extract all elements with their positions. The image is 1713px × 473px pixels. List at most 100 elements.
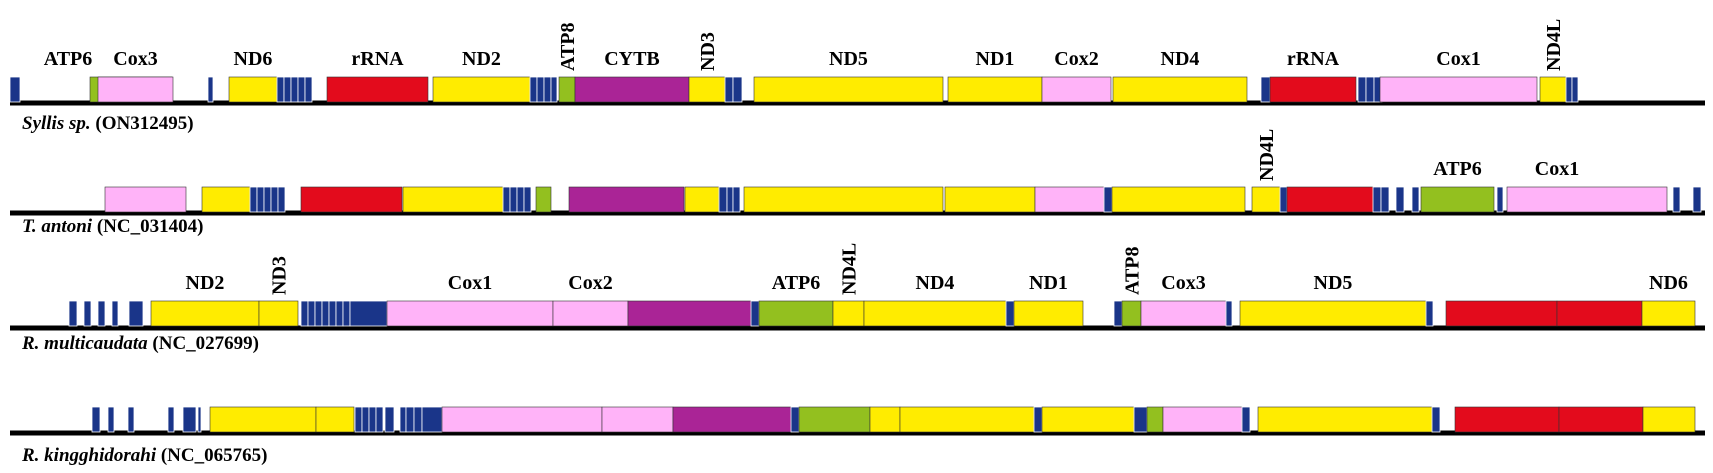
gene-block xyxy=(1556,300,1643,327)
species-name: R. multicaudata xyxy=(22,333,148,354)
trna-gene xyxy=(1365,76,1375,103)
gene-block xyxy=(1379,76,1538,103)
gene-block xyxy=(672,406,792,433)
gene-block xyxy=(300,186,403,213)
trna-gene xyxy=(304,76,313,103)
trna-gene xyxy=(276,76,285,103)
gene-block xyxy=(574,76,690,103)
trna-gene xyxy=(349,300,388,327)
trna-gene xyxy=(1411,186,1420,213)
gene-label: ATP8 xyxy=(1122,246,1144,295)
trna-gene xyxy=(263,186,272,213)
species-name: Syllis sp. xyxy=(22,113,91,134)
gene-label: ND4L xyxy=(839,243,861,295)
gene-block xyxy=(1641,300,1696,327)
gene-block xyxy=(1112,76,1248,103)
trna-gene xyxy=(111,300,119,327)
gene-label: ND6 xyxy=(234,48,273,70)
gene-block xyxy=(1539,76,1567,103)
gene-label: Cox1 xyxy=(1436,48,1480,70)
species-label-1: Syllis sp. (ON312495) xyxy=(22,113,194,135)
trna-gene xyxy=(328,300,337,327)
gene-block xyxy=(552,300,629,327)
trna-gene xyxy=(207,76,214,103)
trna-gene xyxy=(270,186,279,213)
trna-gene xyxy=(107,406,115,433)
trna-gene xyxy=(9,76,21,103)
species-accession: (ON312495) xyxy=(95,113,194,134)
gene-block xyxy=(209,406,317,433)
gene-block xyxy=(688,76,726,103)
trna-gene xyxy=(1565,76,1573,103)
gene-block xyxy=(228,76,278,103)
gene-block xyxy=(627,300,752,327)
gene-block xyxy=(1140,300,1227,327)
trna-gene xyxy=(1113,300,1123,327)
trna-gene xyxy=(732,186,741,213)
trna-gene xyxy=(375,406,384,433)
gene-label: ND2 xyxy=(186,272,225,294)
trna-gene xyxy=(502,186,511,213)
trna-gene xyxy=(1380,186,1390,213)
species-label-3: R. multicaudata (NC_027699) xyxy=(22,333,259,355)
gene-label: ATP8 xyxy=(557,22,579,71)
trna-gene xyxy=(1005,300,1015,327)
trna-gene xyxy=(91,406,101,433)
gene-block xyxy=(944,186,1036,213)
genome-track: ATP6 Cox3 ND6 rRNA ND2 ATP8 CYTB ND3 ND5 ND1 Cox2 N… xyxy=(9,19,1705,106)
trna-gene xyxy=(283,76,292,103)
gene-label: ND5 xyxy=(829,48,868,70)
genome-track xyxy=(10,406,1705,436)
gene-block xyxy=(1111,186,1246,213)
species-label-4: R. kingghidorahi (NC_065765) xyxy=(22,445,267,467)
gene-label: Cox1 xyxy=(448,272,492,294)
gene-label: Cox3 xyxy=(1161,272,1205,294)
trna-gene xyxy=(405,406,415,433)
gene-block xyxy=(402,186,504,213)
gene-block xyxy=(315,406,355,433)
gene-block xyxy=(1506,186,1668,213)
gene-label: rRNA xyxy=(1287,48,1340,70)
species-label-2: T. antoni (NC_031404) xyxy=(22,216,203,238)
gene-block xyxy=(1558,406,1644,433)
trna-gene xyxy=(307,300,316,327)
gene-block xyxy=(1286,186,1374,213)
trna-gene xyxy=(197,406,202,433)
gene-block xyxy=(1420,186,1495,213)
trna-gene xyxy=(413,406,423,433)
trna-gene xyxy=(300,300,309,327)
gene-block xyxy=(684,186,720,213)
trna-gene xyxy=(321,300,330,327)
gene-label: ATP6 xyxy=(44,48,93,70)
gene-block xyxy=(869,406,901,433)
gene-label: ND6 xyxy=(1649,272,1688,294)
trna-gene xyxy=(182,406,197,433)
gene-label: ATP6 xyxy=(1433,158,1482,180)
gene-label: Cox1 xyxy=(1535,158,1579,180)
gene-block xyxy=(1121,300,1142,327)
gene-label: ND4 xyxy=(916,272,955,294)
genome-track: ND4L ATP6 Cox1 xyxy=(10,129,1705,216)
trna-gene xyxy=(256,186,265,213)
trna-gene xyxy=(83,300,92,327)
trna-gene xyxy=(127,406,135,433)
gene-block xyxy=(1034,186,1105,213)
trna-gene xyxy=(314,300,323,327)
gene-block xyxy=(753,76,944,103)
gene-block xyxy=(568,186,685,213)
gene-block xyxy=(1041,406,1135,433)
trna-gene xyxy=(1395,186,1405,213)
gene-block xyxy=(798,406,871,433)
trna-gene xyxy=(1372,186,1382,213)
trna-gene xyxy=(543,76,552,103)
gene-label: ND4L xyxy=(1543,19,1565,71)
gene-block xyxy=(1642,406,1696,433)
gene-block xyxy=(535,186,552,213)
species-name: T. antoni xyxy=(22,216,93,237)
trna-gene xyxy=(718,186,728,213)
gene-label: ND1 xyxy=(1029,272,1068,294)
gene-block xyxy=(1013,300,1084,327)
trna-gene xyxy=(277,186,286,213)
trna-gene xyxy=(724,76,734,103)
